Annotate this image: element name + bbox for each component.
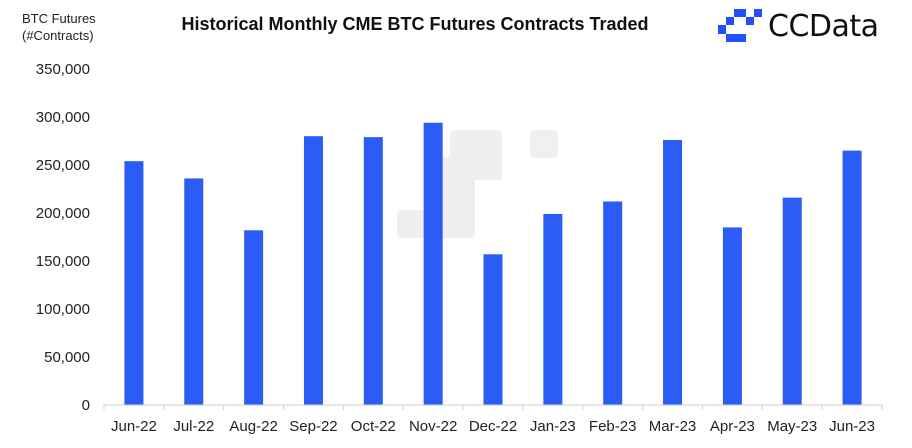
y-tick-label: 200,000 (36, 205, 90, 222)
x-tick-label: Apr-23 (710, 418, 755, 435)
x-tick-label: Dec-22 (469, 418, 517, 435)
x-tick-label: Nov-22 (409, 418, 457, 435)
ccdata-logo: CCData (718, 6, 879, 46)
ccdata-logo-text: CCData (768, 8, 879, 44)
y-tick-label: 150,000 (36, 253, 90, 270)
y-tick-label: 50,000 (44, 349, 90, 366)
y-tick-label: 300,000 (36, 109, 90, 126)
bar-jan-23 (543, 213, 563, 405)
y-tick-label: 0 (82, 397, 90, 414)
bar-aug-22 (244, 230, 264, 405)
x-tick-label: Jan-23 (530, 418, 576, 435)
x-tick-label: Mar-23 (649, 418, 697, 435)
y-tick-label: 250,000 (36, 157, 90, 174)
bar-jul-22 (184, 178, 204, 405)
x-tick-label: May-23 (767, 418, 817, 435)
y-axis-title-line1: BTC Futures (22, 11, 96, 26)
x-tick-label: Oct-22 (351, 418, 396, 435)
ccdata-logo-icon (718, 9, 762, 42)
x-tick-label: Jun-22 (111, 418, 157, 435)
x-tick-label: Jun-23 (829, 418, 875, 435)
bar-nov-22 (423, 122, 443, 405)
bar-dec-22 (483, 254, 503, 405)
bar-jun-22 (124, 161, 144, 405)
bar-oct-22 (363, 137, 383, 405)
x-tick-label: Jul-22 (173, 418, 214, 435)
chart-title: Historical Monthly CME BTC Futures Contr… (181, 14, 649, 34)
x-tick-label: Aug-22 (229, 418, 277, 435)
watermark (397, 130, 558, 238)
x-axis-ticks: Jun-22 Jul-22 Aug-22 Sep-22 Oct-22 Nov-22 Dec-… (103, 405, 883, 435)
x-tick-label: Feb-23 (589, 418, 637, 435)
bar-mar-23 (663, 140, 683, 406)
y-axis-title-line2: (#Contracts) (22, 28, 94, 43)
x-tick-label: Sep-22 (289, 418, 337, 435)
y-axis-title: BTC Futures (#Contracts) (22, 10, 96, 44)
bar-jun-23 (842, 150, 862, 405)
y-tick-label: 100,000 (36, 301, 90, 318)
bars (124, 122, 862, 406)
bar-may-23 (782, 197, 802, 405)
bar-apr-23 (722, 227, 742, 405)
y-tick-label: 350,000 (36, 61, 90, 78)
bar-feb-23 (603, 201, 623, 405)
bar-sep-22 (303, 136, 323, 405)
y-axis-ticks: 0 50,000 100,000 150,000 200,000 250,000 300,0… (36, 61, 90, 414)
